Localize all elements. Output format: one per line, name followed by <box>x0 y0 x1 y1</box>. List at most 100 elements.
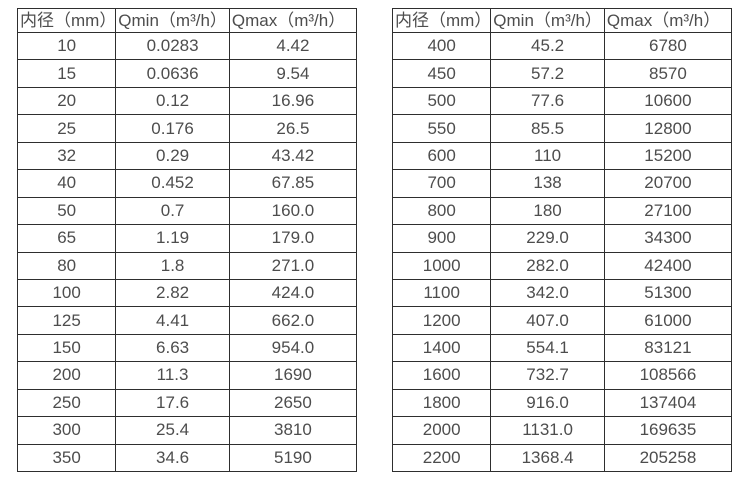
table-cell: 43.42 <box>228 141 358 171</box>
table-row: 1100 342.0 51300 <box>391 278 733 308</box>
table-row: 32 0.29 43.42 <box>16 141 358 171</box>
table-cell: 138 <box>490 169 605 198</box>
table-cell: 450 <box>391 59 492 88</box>
table-cell: 80 <box>16 251 117 280</box>
table-cell: 342.0 <box>490 278 605 308</box>
spec-table-small-diameters: 内径（mm） Qmin（m³/h） Qmax（m³/h） 10 0.0283 4.4… <box>16 8 358 473</box>
table-row: 50 0.7 160.0 <box>16 196 358 226</box>
table-cell: 1400 <box>391 333 492 363</box>
table-cell: 51300 <box>603 278 733 308</box>
table-cell: 800 <box>391 196 492 226</box>
table-row: 2000 1131.0 169635 <box>391 416 733 445</box>
table-cell: 1000 <box>391 251 492 280</box>
table-cell: 271.0 <box>228 251 358 280</box>
table-cell: 25 <box>16 114 117 143</box>
table-row: 350 34.6 5190 <box>16 443 358 473</box>
table-cell: 34300 <box>603 224 733 253</box>
table-cell: 25.4 <box>115 416 230 445</box>
table-cell: 0.29 <box>115 141 230 171</box>
table-cell: 400 <box>391 31 492 61</box>
table-cell: 229.0 <box>490 224 605 253</box>
table-cell: 15 <box>16 59 117 88</box>
table-cell: 550 <box>391 114 492 143</box>
table-cell: 12800 <box>603 114 733 143</box>
table-cell: 8570 <box>603 59 733 88</box>
table-row: 1000 282.0 42400 <box>391 251 733 280</box>
table-row: 150 6.63 954.0 <box>16 333 358 363</box>
table-cell: 350 <box>16 443 117 473</box>
table-cell: 2.82 <box>115 278 230 308</box>
table-row: 100 2.82 424.0 <box>16 278 358 308</box>
table-row: 1200 407.0 61000 <box>391 306 733 335</box>
table-cell: 0.12 <box>115 86 230 116</box>
table-cell: 662.0 <box>228 306 358 335</box>
table-cell: 700 <box>391 169 492 198</box>
table-cell: 205258 <box>603 443 733 473</box>
table-cell: 0.0283 <box>115 31 230 61</box>
col-header-inner-diameter: 内径（mm） <box>16 8 117 33</box>
table-row: 700 138 20700 <box>391 169 733 198</box>
table-cell: 26.5 <box>228 114 358 143</box>
table-row: 250 17.6 2650 <box>16 388 358 418</box>
table-row: 900 229.0 34300 <box>391 224 733 253</box>
table-row: 200 11.3 1690 <box>16 361 358 390</box>
table-cell: 200 <box>16 361 117 390</box>
table-row: 550 85.5 12800 <box>391 114 733 143</box>
table-cell: 500 <box>391 86 492 116</box>
table-cell: 1600 <box>391 361 492 390</box>
table-row: 25 0.176 26.5 <box>16 114 358 143</box>
table-row: 15 0.0636 9.54 <box>16 59 358 88</box>
table-cell: 300 <box>16 416 117 445</box>
table-cell: 0.7 <box>115 196 230 226</box>
table-row: 400 45.2 6780 <box>391 31 733 61</box>
table-row: 65 1.19 179.0 <box>16 224 358 253</box>
spec-table-large-diameters: 内径（mm） Qmin（m³/h） Qmax（m³/h） 400 45.2 6780… <box>391 8 733 473</box>
table-cell: 20700 <box>603 169 733 198</box>
table-cell: 20 <box>16 86 117 116</box>
table-header-row: 内径（mm） Qmin（m³/h） Qmax（m³/h） <box>391 8 733 33</box>
table-row: 1400 554.1 83121 <box>391 333 733 363</box>
table-cell: 15200 <box>603 141 733 171</box>
table-cell: 1131.0 <box>490 416 605 445</box>
table-cell: 9.54 <box>228 59 358 88</box>
table-cell: 6780 <box>603 31 733 61</box>
table-row: 10 0.0283 4.42 <box>16 31 358 61</box>
table-cell: 179.0 <box>228 224 358 253</box>
table-cell: 4.42 <box>228 31 358 61</box>
table-cell: 16.96 <box>228 86 358 116</box>
table-cell: 32 <box>16 141 117 171</box>
table-cell: 1.19 <box>115 224 230 253</box>
table-cell: 65 <box>16 224 117 253</box>
table-row: 300 25.4 3810 <box>16 416 358 445</box>
table-cell: 137404 <box>603 388 733 418</box>
table-cell: 125 <box>16 306 117 335</box>
table-cell: 900 <box>391 224 492 253</box>
table-row: 2200 1368.4 205258 <box>391 443 733 473</box>
table-cell: 0.0636 <box>115 59 230 88</box>
table-row: 40 0.452 67.85 <box>16 169 358 198</box>
table-cell: 954.0 <box>228 333 358 363</box>
table-row: 800 180 27100 <box>391 196 733 226</box>
table-row: 450 57.2 8570 <box>391 59 733 88</box>
table-cell: 4.41 <box>115 306 230 335</box>
table-cell: 27100 <box>603 196 733 226</box>
col-header-qmin: Qmin（m³/h） <box>115 8 230 33</box>
table-cell: 17.6 <box>115 388 230 418</box>
table-cell: 3810 <box>228 416 358 445</box>
table-row: 125 4.41 662.0 <box>16 306 358 335</box>
table-cell: 1368.4 <box>490 443 605 473</box>
table-cell: 10 <box>16 31 117 61</box>
table-cell: 1690 <box>228 361 358 390</box>
col-header-qmax: Qmax（m³/h） <box>603 8 733 33</box>
table-cell: 61000 <box>603 306 733 335</box>
table-cell: 0.452 <box>115 169 230 198</box>
table-cell: 2650 <box>228 388 358 418</box>
table-cell: 2000 <box>391 416 492 445</box>
table-cell: 554.1 <box>490 333 605 363</box>
table-cell: 250 <box>16 388 117 418</box>
table-cell: 110 <box>490 141 605 171</box>
table-cell: 57.2 <box>490 59 605 88</box>
flow-spec-tables: 内径（mm） Qmin（m³/h） Qmax（m³/h） 10 0.0283 4.4… <box>16 8 733 473</box>
table-cell: 45.2 <box>490 31 605 61</box>
table-cell: 10600 <box>603 86 733 116</box>
